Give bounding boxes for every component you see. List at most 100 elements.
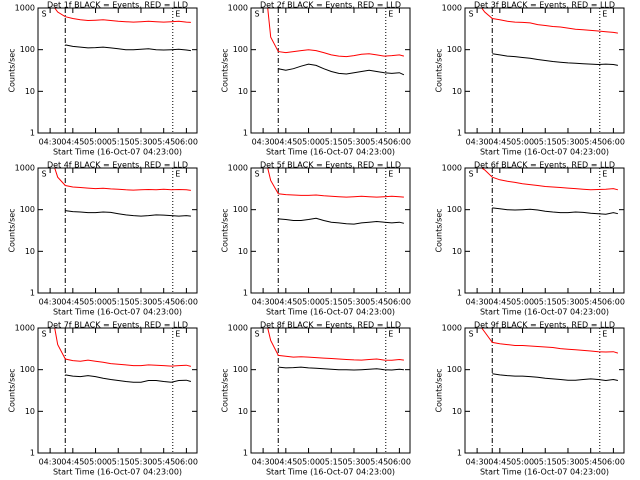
series-line — [65, 210, 191, 217]
y-tick-label: 1000 — [442, 324, 462, 333]
x-tick-label: 06:00 — [175, 458, 198, 467]
x-tick-label: 04:45 — [274, 458, 297, 467]
chart-title: Det 1f BLACK = Events, RED = LLD — [47, 1, 188, 10]
x-tick-label: 05:45 — [365, 298, 388, 307]
x-tick-label: 05:45 — [152, 138, 175, 147]
x-axis-label: Start Time (16-Oct-07 04:23:00) — [266, 148, 395, 157]
x-tick-label: 04:45 — [61, 298, 84, 307]
x-tick-label: 05:30 — [556, 458, 579, 467]
x-tick-label: 06:00 — [602, 138, 625, 147]
x-tick-label: 04:30 — [39, 138, 62, 147]
chart-title: Det 7f BLACK = Events, RED = LLD — [47, 321, 188, 330]
marker-label: S — [41, 330, 46, 339]
series-line — [54, 168, 191, 191]
x-tick-label: 05:45 — [152, 458, 175, 467]
marker-label: S — [468, 10, 473, 19]
y-tick-label: 1 — [30, 449, 35, 458]
x-tick-label: 05:00 — [297, 138, 320, 147]
series-line — [267, 8, 405, 58]
x-tick-label: 04:45 — [488, 138, 511, 147]
series-line — [54, 8, 191, 23]
x-tick-label: 04:45 — [61, 458, 84, 467]
y-tick-label: 1 — [30, 129, 35, 138]
y-tick-label: 10 — [452, 87, 462, 96]
series-line — [492, 53, 618, 66]
marker-label: E — [388, 170, 393, 179]
y-tick-label: 100 — [20, 45, 35, 54]
marker-label: S — [41, 170, 46, 179]
x-axis-label: Start Time (16-Oct-07 04:23:00) — [53, 468, 182, 477]
marker-label: S — [468, 330, 473, 339]
x-tick-label: 05:00 — [511, 298, 534, 307]
y-axis-label: Counts/sec — [221, 368, 230, 412]
y-tick-label: 10 — [25, 87, 35, 96]
y-tick-label: 1000 — [228, 164, 248, 173]
x-axis-label: Start Time (16-Oct-07 04:23:00) — [266, 308, 395, 317]
y-axis-label: Counts/sec — [435, 208, 444, 252]
marker-label: S — [41, 10, 46, 19]
panel: Det 6f BLACK = Events, RED = LLD Start Ti… — [435, 161, 625, 317]
y-tick-label: 1 — [457, 289, 462, 298]
y-tick-label: 1000 — [442, 164, 462, 173]
x-axis-label: Start Time (16-Oct-07 04:23:00) — [53, 148, 182, 157]
series-line — [65, 374, 192, 383]
y-tick-label: 100 — [233, 45, 248, 54]
x-tick-label: 05:15 — [107, 298, 130, 307]
marker-label: E — [602, 10, 607, 19]
plot-frame — [250, 327, 411, 454]
y-axis-label: Counts/sec — [8, 368, 17, 412]
y-tick-label: 10 — [25, 407, 35, 416]
x-tick-label: 06:00 — [602, 458, 625, 467]
x-tick-label: 06:00 — [175, 298, 198, 307]
x-tick-label: 05:30 — [342, 138, 365, 147]
x-tick-label: 04:45 — [274, 298, 297, 307]
panel: Det 8f BLACK = Events, RED = LLD Start Ti… — [221, 321, 411, 477]
x-tick-label: 04:30 — [39, 458, 62, 467]
x-tick-label: 05:45 — [365, 138, 388, 147]
x-axis-label: Start Time (16-Oct-07 04:23:00) — [480, 308, 609, 317]
y-tick-label: 10 — [238, 407, 248, 416]
x-tick-label: 05:15 — [534, 298, 557, 307]
y-axis-label: Counts/sec — [8, 208, 17, 252]
x-tick-label: 05:15 — [320, 138, 343, 147]
marker-label: S — [254, 330, 259, 339]
y-axis-label: Counts/sec — [221, 48, 230, 92]
x-tick-label: 06:00 — [602, 298, 625, 307]
series-line — [267, 328, 404, 361]
x-tick-label: 06:00 — [175, 138, 198, 147]
marker-label: E — [175, 170, 180, 179]
panel: Det 9f BLACK = Events, RED = LLD Start Ti… — [435, 321, 625, 477]
y-axis-label: Counts/sec — [221, 208, 230, 252]
y-tick-label: 1 — [243, 129, 248, 138]
x-tick-label: 04:45 — [61, 138, 84, 147]
x-tick-label: 05:15 — [107, 138, 130, 147]
x-tick-label: 04:45 — [274, 138, 297, 147]
series-line — [65, 44, 191, 52]
x-tick-label: 05:15 — [320, 458, 343, 467]
series-line — [481, 168, 619, 191]
x-tick-label: 05:30 — [556, 138, 579, 147]
x-tick-label: 05:45 — [579, 298, 602, 307]
y-tick-label: 1000 — [15, 164, 35, 173]
chart-title: Det 6f BLACK = Events, RED = LLD — [474, 161, 615, 170]
chart-title: Det 5f BLACK = Events, RED = LLD — [260, 161, 401, 170]
plot-frame — [464, 327, 625, 454]
x-axis-label: Start Time (16-Oct-07 04:23:00) — [480, 468, 609, 477]
y-axis-label: Counts/sec — [8, 48, 17, 92]
marker-label: E — [388, 330, 393, 339]
x-tick-label: 05:30 — [342, 298, 365, 307]
y-tick-label: 100 — [20, 365, 35, 374]
series-line — [278, 366, 404, 371]
x-tick-label: 04:45 — [488, 458, 511, 467]
y-tick-label: 1000 — [228, 4, 248, 13]
x-tick-label: 05:00 — [511, 138, 534, 147]
y-tick-label: 100 — [20, 205, 35, 214]
y-tick-label: 1000 — [442, 4, 462, 13]
y-tick-label: 10 — [452, 407, 462, 416]
chart-title: Det 9f BLACK = Events, RED = LLD — [474, 321, 615, 330]
y-tick-label: 1000 — [228, 324, 248, 333]
x-axis-label: Start Time (16-Oct-07 04:23:00) — [266, 468, 395, 477]
x-tick-label: 05:00 — [511, 458, 534, 467]
y-tick-label: 100 — [447, 45, 462, 54]
marker-label: E — [602, 170, 607, 179]
